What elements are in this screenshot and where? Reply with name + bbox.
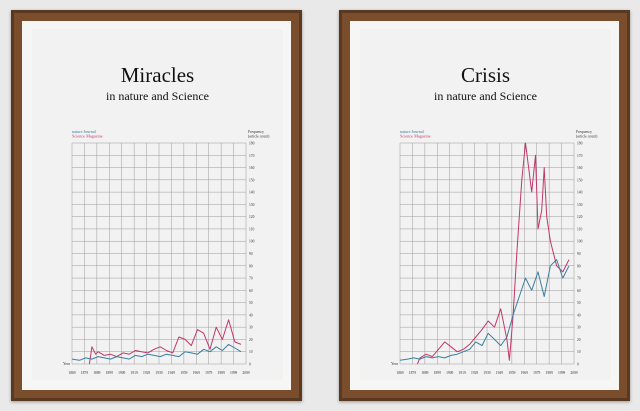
x-tick-label: 1879: [81, 371, 88, 375]
x-tick-label: 1939: [483, 371, 490, 375]
x-tick-label: 1909: [118, 371, 125, 375]
y-axis-label: (article count): [248, 135, 270, 139]
legend-entry: nature Journal: [72, 129, 97, 134]
x-tick-label: 1989: [546, 371, 553, 375]
x-tick-label: 1979: [533, 371, 540, 375]
y-tick-label: 150: [577, 178, 583, 182]
y-tick-label: 60: [577, 289, 581, 293]
x-tick-label: 1959: [180, 371, 187, 375]
y-tick-label: 90: [577, 252, 581, 256]
y-tick-label: 30: [249, 326, 253, 330]
y-tick-label: 180: [577, 142, 583, 146]
y-axis-label: (article count): [576, 135, 598, 139]
y-tick-label: 70: [577, 277, 581, 281]
y-axis-label: Frequency: [248, 130, 264, 134]
mat-left: Miracles in nature and Science 0 10 20 30 40…: [22, 21, 291, 390]
x-tick-label: 1949: [496, 371, 503, 375]
x-tick-label: 1889: [421, 371, 428, 375]
y-tick-label: 180: [249, 142, 255, 146]
poster-title: Miracles: [120, 63, 195, 87]
picture-frame-left: Miracles in nature and Science 0 10 20 30 40…: [11, 10, 302, 401]
x-tick-label: 2009: [570, 371, 577, 375]
x-tick-label: 1869: [396, 371, 403, 375]
x-tick-label: 1919: [459, 371, 466, 375]
y-tick-label: 110: [249, 227, 254, 231]
x-axis-label: Year: [63, 362, 71, 366]
series-line-nature-journal: [71, 343, 242, 361]
y-tick-label: 30: [577, 326, 581, 330]
y-tick-label: 10: [249, 350, 253, 354]
y-tick-label: 100: [577, 240, 583, 244]
y-tick-label: 10: [577, 350, 581, 354]
y-tick-label: 120: [577, 215, 583, 219]
y-tick-label: 20: [577, 338, 581, 342]
y-tick-label: 50: [249, 301, 253, 305]
y-tick-label: 0: [577, 363, 579, 367]
legend-entry: Science Magazine: [400, 134, 431, 139]
poster-subtitle: in nature and Science: [434, 89, 537, 103]
y-tick-label: 40: [577, 313, 581, 317]
y-tick-label: 150: [249, 178, 255, 182]
x-tick-label: 1969: [521, 371, 528, 375]
y-tick-label: 20: [249, 338, 253, 342]
x-tick-label: 1969: [193, 371, 200, 375]
x-tick-label: 1909: [446, 371, 453, 375]
poster-title: Crisis: [460, 63, 510, 87]
line-chart-crisis: 0 10 20 30 40 50 60 70 80 90 100 110 120 130 140 150 160…: [391, 129, 598, 375]
y-tick-label: 80: [249, 264, 253, 268]
series-line-nature-journal: [399, 259, 570, 361]
poster-subtitle: in nature and Science: [106, 89, 209, 103]
y-tick-label: 160: [577, 166, 583, 170]
x-tick-label: 1879: [409, 371, 416, 375]
y-tick-label: 130: [249, 203, 255, 207]
x-tick-label: 1929: [143, 371, 150, 375]
x-tick-label: 1979: [205, 371, 212, 375]
y-tick-label: 50: [577, 301, 581, 305]
y-tick-label: 140: [577, 191, 583, 195]
x-axis-label: Year: [391, 362, 399, 366]
line-chart-miracles: 0 10 20 30 40 50 60 70 80 90 100 110 120 130 140 150 160…: [63, 129, 270, 375]
y-tick-label: 110: [577, 227, 582, 231]
x-tick-label: 1919: [131, 371, 138, 375]
legend-entry: nature Journal: [400, 129, 425, 134]
y-tick-label: 0: [249, 363, 251, 367]
y-tick-label: 170: [577, 154, 583, 158]
x-tick-label: 1999: [230, 371, 237, 375]
y-tick-label: 130: [577, 203, 583, 207]
legend-entry: Science Magazine: [72, 134, 103, 139]
x-tick-label: 2009: [242, 371, 249, 375]
y-tick-label: 140: [249, 191, 255, 195]
x-tick-label: 1959: [508, 371, 515, 375]
y-tick-label: 170: [249, 154, 255, 158]
x-tick-label: 1899: [106, 371, 113, 375]
y-tick-label: 70: [249, 277, 253, 281]
y-tick-label: 60: [249, 289, 253, 293]
x-tick-label: 1899: [434, 371, 441, 375]
y-tick-label: 40: [249, 313, 253, 317]
picture-frame-right: Crisis in nature and Science 0 10 20 30 40 50…: [339, 10, 630, 401]
series-line-science-magazine: [88, 319, 242, 365]
mat-right: Crisis in nature and Science 0 10 20 30 40 50…: [350, 21, 619, 390]
y-tick-label: 80: [577, 264, 581, 268]
y-tick-label: 90: [249, 252, 253, 256]
y-axis-label: Frequency: [576, 130, 592, 134]
x-tick-label: 1939: [155, 371, 162, 375]
y-tick-label: 160: [249, 166, 255, 170]
x-tick-label: 1869: [68, 371, 75, 375]
x-tick-label: 1929: [471, 371, 478, 375]
x-tick-label: 1999: [558, 371, 565, 375]
poster-right: Crisis in nature and Science 0 10 20 30 40 50…: [360, 29, 611, 380]
x-tick-label: 1989: [218, 371, 225, 375]
series-line-science-magazine: [416, 142, 570, 365]
x-tick-label: 1949: [168, 371, 175, 375]
y-tick-label: 120: [249, 215, 255, 219]
x-tick-label: 1889: [93, 371, 100, 375]
poster-left: Miracles in nature and Science 0 10 20 30 40…: [32, 29, 283, 380]
y-tick-label: 100: [249, 240, 255, 244]
